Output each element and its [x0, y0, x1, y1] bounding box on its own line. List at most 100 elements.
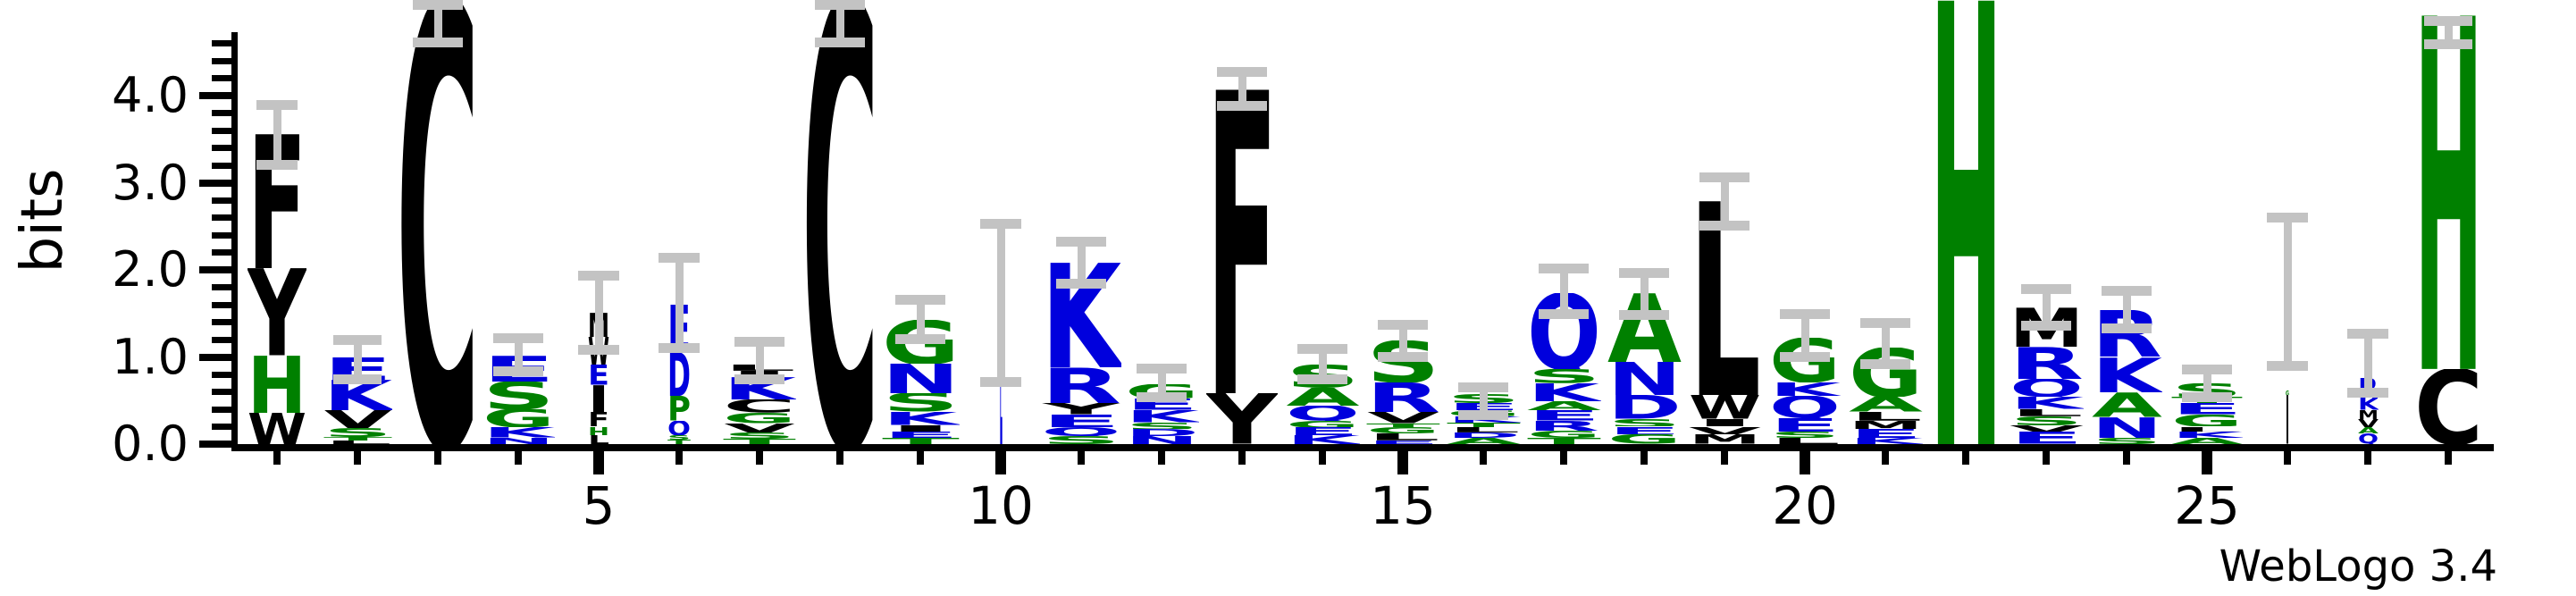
error-bar-bottom-cap-pos26 [2267, 361, 2308, 371]
error-bar-bottom-cap-pos14 [1297, 374, 1347, 384]
svg-text:Y: Y [1041, 403, 1121, 415]
svg-text:I: I [2286, 395, 2289, 444]
logo-letter-K-pos9: K [882, 412, 960, 425]
error-bar-top-cap-pos14 [1297, 344, 1347, 354]
svg-text:L: L [1447, 427, 1521, 432]
logo-letter-Q-pos11: Q [1041, 427, 1121, 436]
logo-letter-K-pos25: K [2171, 432, 2243, 438]
logo-letter-G-pos18: G [1607, 434, 1682, 444]
x-minor-tick [1480, 451, 1487, 465]
error-bar-bottom-cap-pos4 [493, 366, 543, 376]
error-bar-stem-pos2 [353, 335, 362, 384]
error-bar-stem-pos17 [1559, 264, 1568, 319]
error-bar-bottom-cap-pos21 [1860, 359, 1910, 369]
svg-text:A: A [2358, 427, 2379, 433]
svg-text:L: L [588, 435, 609, 444]
svg-text:S: S [1607, 419, 1682, 427]
error-bar-stem-pos10 [996, 219, 1005, 387]
logo-letter-D-pos18: D [1607, 395, 1682, 418]
error-bar-stem-pos21 [1881, 318, 1890, 369]
logo-letter-L-pos19: L [1689, 201, 1761, 395]
svg-text:V: V [2010, 425, 2084, 432]
logo-letter-E-pos20: E [1769, 418, 1841, 432]
svg-text:T: T [1447, 423, 1521, 428]
svg-text:Q: Q [1769, 396, 1841, 417]
svg-text:V: V [1366, 412, 1440, 424]
error-bar-bottom-cap-pos27 [2347, 388, 2388, 398]
svg-text:S: S [1527, 369, 1601, 383]
error-bar-top-cap-pos9 [895, 295, 945, 305]
logo-letter-V-pos27: V [2358, 419, 2379, 428]
error-bar-bottom-cap-pos3 [413, 38, 463, 47]
logo-letter-I-pos9: I [882, 425, 960, 432]
svg-text:N: N [2092, 417, 2162, 438]
error-bar-top-cap-pos16 [1458, 382, 1508, 392]
error-bar-stem-pos9 [916, 295, 925, 344]
logo-letter-Q-pos20: Q [1769, 396, 1841, 417]
logo-letter-D-pos12: D [1125, 429, 1199, 436]
logo-letter-K-pos27: K [2358, 399, 2379, 410]
y-minor-tick [212, 231, 231, 239]
x-minor-tick [1560, 451, 1567, 465]
logo-letter-L-pos2: L [323, 441, 392, 444]
svg-text:W: W [248, 413, 306, 444]
logo-letter-E-pos15: E [1366, 441, 1440, 444]
svg-text:C: C [396, 0, 480, 444]
x-minor-tick [354, 451, 361, 465]
error-bar-bottom-cap-pos18 [1619, 310, 1669, 320]
svg-text:S: S [1769, 432, 1841, 438]
y-tick-label: 1.0 [112, 328, 189, 385]
logo-letter-S-pos12: S [1125, 423, 1199, 430]
svg-text:L: L [2171, 427, 2243, 432]
logo-letter-N-pos9: N [882, 364, 960, 393]
error-bar-top-cap-pos18 [1619, 268, 1669, 278]
x-minor-tick [1721, 451, 1728, 465]
svg-text:G: G [2171, 415, 2243, 427]
x-minor-tick [917, 451, 924, 465]
svg-text:S: S [1125, 423, 1199, 430]
svg-text:I: I [588, 385, 609, 412]
logo-letter-H-pos5: H [588, 427, 609, 436]
logo-letter-K-pos4: K [482, 427, 555, 438]
error-bar-top-cap-pos13 [1217, 67, 1267, 77]
logo-letter-R-pos11: R [1041, 367, 1121, 403]
logo-letter-T-pos16: T [1447, 423, 1521, 428]
logo-letter-N-pos12: N [1125, 436, 1199, 444]
x-minor-tick [1078, 451, 1085, 465]
logo-letter-S-pos9: S [882, 393, 960, 411]
y-tick-label: 0.0 [112, 416, 189, 472]
svg-text:E: E [1366, 441, 1440, 444]
y-minor-tick [212, 162, 231, 169]
logo-letter-K-pos20: K [1769, 382, 1841, 397]
logo-letter-G-pos15: G [1366, 427, 1440, 433]
x-minor-tick [836, 451, 843, 465]
svg-text:K: K [1125, 410, 1199, 423]
svg-text:T: T [882, 438, 960, 444]
svg-text:A: A [1849, 397, 1923, 412]
logo-letter-V-pos23: V [2010, 425, 2084, 432]
error-bar-stem-pos18 [1640, 268, 1649, 320]
svg-text:L: L [1366, 433, 1440, 441]
svg-text:W: W [1689, 395, 1761, 418]
svg-text:A: A [1447, 438, 1521, 444]
logo-letter-A-pos25: A [2171, 438, 2243, 444]
svg-text:H: H [1930, 0, 2002, 444]
logo-letter-F-pos5: F [588, 412, 609, 427]
logo-letter-P-pos6: P [667, 396, 691, 420]
svg-text:A: A [1527, 401, 1601, 410]
error-bar-top-cap-pos17 [1539, 264, 1589, 273]
svg-text:P: P [667, 396, 691, 420]
x-minor-tick [434, 451, 441, 465]
svg-text:L: L [323, 441, 392, 444]
x-minor-tick [1882, 451, 1889, 465]
x-major-tick [995, 451, 1006, 474]
error-bar-bottom-cap-pos23 [2021, 321, 2071, 331]
x-major-tick [1397, 451, 1408, 474]
error-bar-bottom-cap-pos12 [1137, 392, 1187, 402]
x-minor-tick [1158, 451, 1165, 465]
svg-text:K: K [2171, 432, 2243, 438]
logo-letter-R-pos15: R [1366, 382, 1440, 412]
x-axis-line [231, 444, 2494, 451]
svg-text:C: C [723, 399, 796, 413]
svg-text:E: E [1527, 410, 1601, 421]
